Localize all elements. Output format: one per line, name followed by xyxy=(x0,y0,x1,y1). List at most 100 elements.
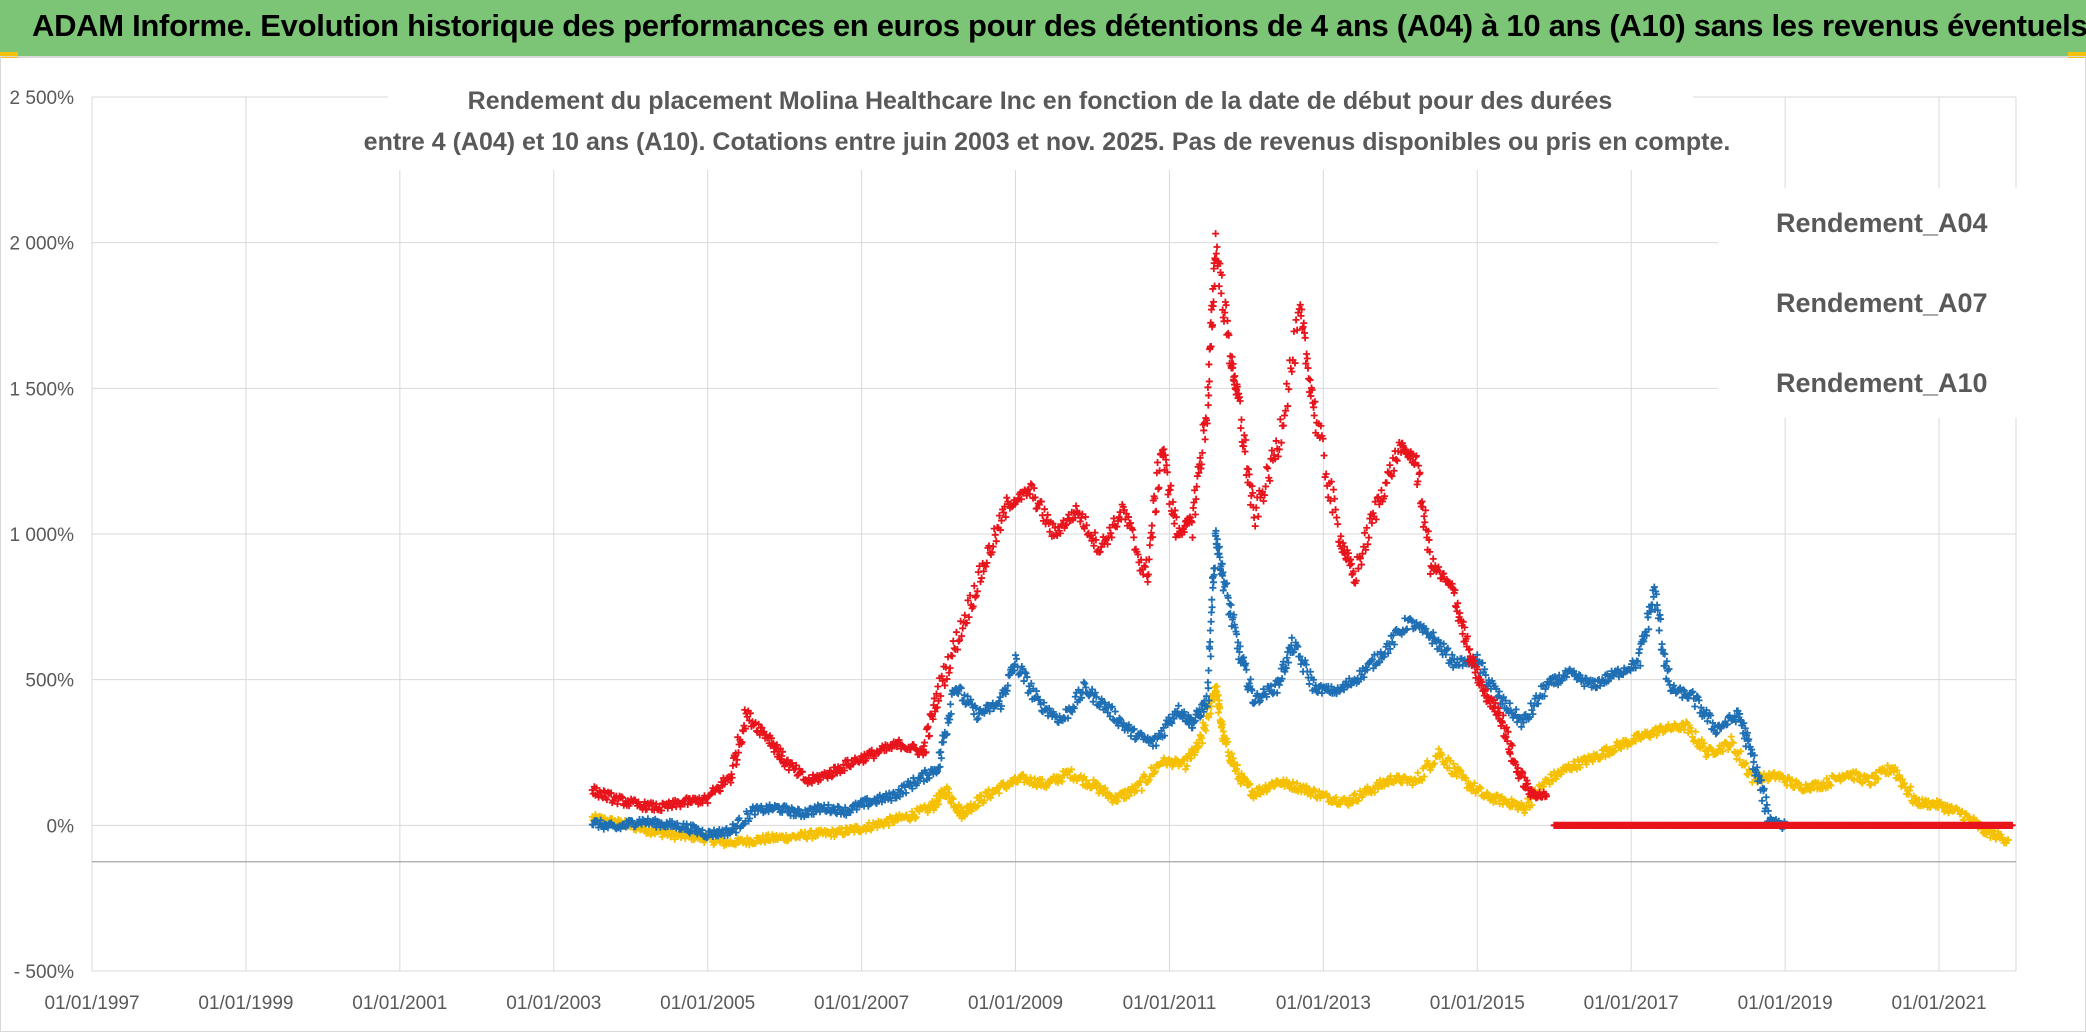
data-point xyxy=(1389,631,1397,639)
x-tick-label: 01/01/2007 xyxy=(814,993,909,1014)
data-point xyxy=(1582,760,1590,768)
data-point xyxy=(1408,617,1416,625)
data-point xyxy=(832,830,840,838)
data-point xyxy=(1013,655,1021,663)
data-point xyxy=(1189,724,1197,732)
data-point xyxy=(1386,645,1394,653)
data-point xyxy=(1528,706,1536,714)
data-point xyxy=(1219,721,1227,729)
data-point xyxy=(934,767,942,775)
data-point xyxy=(885,821,893,829)
data-point xyxy=(1727,733,1735,741)
data-point xyxy=(1565,761,1573,769)
x-tick-label: 01/01/2015 xyxy=(1430,993,1525,1014)
data-point xyxy=(1226,609,1234,617)
data-point xyxy=(1482,671,1490,679)
data-point xyxy=(977,578,985,586)
data-point xyxy=(995,789,1003,797)
data-point xyxy=(1722,739,1730,747)
data-point xyxy=(1036,696,1044,704)
data-point xyxy=(1874,775,1882,783)
grid-lines xyxy=(91,96,2017,972)
data-point xyxy=(746,815,754,823)
data-point xyxy=(1064,714,1072,722)
data-point xyxy=(1161,732,1169,740)
data-point xyxy=(1292,316,1300,324)
data-point xyxy=(1643,728,1651,736)
data-point xyxy=(1453,772,1461,780)
data-point xyxy=(1230,611,1238,619)
data-point xyxy=(1101,784,1109,792)
data-point xyxy=(853,823,861,831)
data-point xyxy=(1095,703,1103,711)
x-tick-label: 01/01/2021 xyxy=(1891,993,1986,1014)
data-point xyxy=(1202,727,1210,735)
data-point xyxy=(1080,678,1088,686)
data-point xyxy=(1238,416,1245,424)
corner-marker-right xyxy=(2068,52,2086,58)
data-point xyxy=(1380,653,1388,661)
data-point xyxy=(597,816,605,824)
data-point xyxy=(1893,766,1901,774)
data-point xyxy=(1195,743,1203,750)
data-point xyxy=(1306,376,1314,384)
data-point xyxy=(1333,514,1341,522)
data-point xyxy=(1212,250,1220,258)
data-point xyxy=(1479,659,1487,667)
data-point xyxy=(974,714,982,722)
data-point xyxy=(991,531,999,539)
data-point xyxy=(987,794,995,802)
data-point xyxy=(1233,761,1241,769)
data-point xyxy=(1481,665,1489,673)
data-point xyxy=(1680,726,1688,734)
data-point xyxy=(1033,687,1041,695)
data-point xyxy=(1213,682,1221,690)
data-point xyxy=(1558,676,1566,684)
data-point xyxy=(1596,682,1604,690)
data-point xyxy=(1198,739,1206,747)
data-point xyxy=(1104,709,1112,717)
data-point xyxy=(1377,648,1385,656)
data-point xyxy=(1529,710,1537,718)
data-point xyxy=(1216,704,1224,712)
data-point xyxy=(1146,541,1154,549)
data-point xyxy=(1205,360,1213,368)
data-point xyxy=(1016,775,1024,783)
data-point xyxy=(1937,798,1945,806)
y-tick-label: - 500% xyxy=(14,962,74,983)
data-point xyxy=(1742,759,1750,767)
data-point xyxy=(1313,687,1321,695)
data-point xyxy=(1204,383,1212,391)
data-point xyxy=(589,821,597,829)
data-point xyxy=(914,779,922,787)
data-point xyxy=(1021,668,1029,676)
data-point xyxy=(1058,777,1066,785)
data-point xyxy=(1371,788,1379,796)
data-point xyxy=(1418,776,1426,784)
data-point xyxy=(952,628,960,636)
data-point xyxy=(1857,778,1865,786)
data-point xyxy=(1267,682,1275,690)
data-point xyxy=(2004,836,2012,844)
data-point xyxy=(1871,779,1879,787)
data-point xyxy=(1449,760,1457,768)
data-point xyxy=(751,811,759,819)
y-tick-label: 1 000% xyxy=(10,525,75,546)
data-point xyxy=(1513,718,1521,726)
data-point xyxy=(1081,680,1089,688)
data-point xyxy=(840,831,848,839)
data-point xyxy=(934,682,942,690)
data-point xyxy=(1206,638,1214,646)
data-point xyxy=(1440,640,1448,648)
data-point xyxy=(1895,771,1903,779)
data-point xyxy=(1698,736,1706,744)
data-point xyxy=(911,815,919,823)
chart-title-line2: entre 4 (A04) et 10 ans (A10). Cotations… xyxy=(364,128,1731,156)
data-point xyxy=(1216,553,1224,561)
data-point xyxy=(1273,689,1281,697)
data-point xyxy=(1248,686,1256,694)
data-point xyxy=(1091,689,1099,697)
data-point xyxy=(1762,793,1770,801)
data-point xyxy=(917,774,925,782)
